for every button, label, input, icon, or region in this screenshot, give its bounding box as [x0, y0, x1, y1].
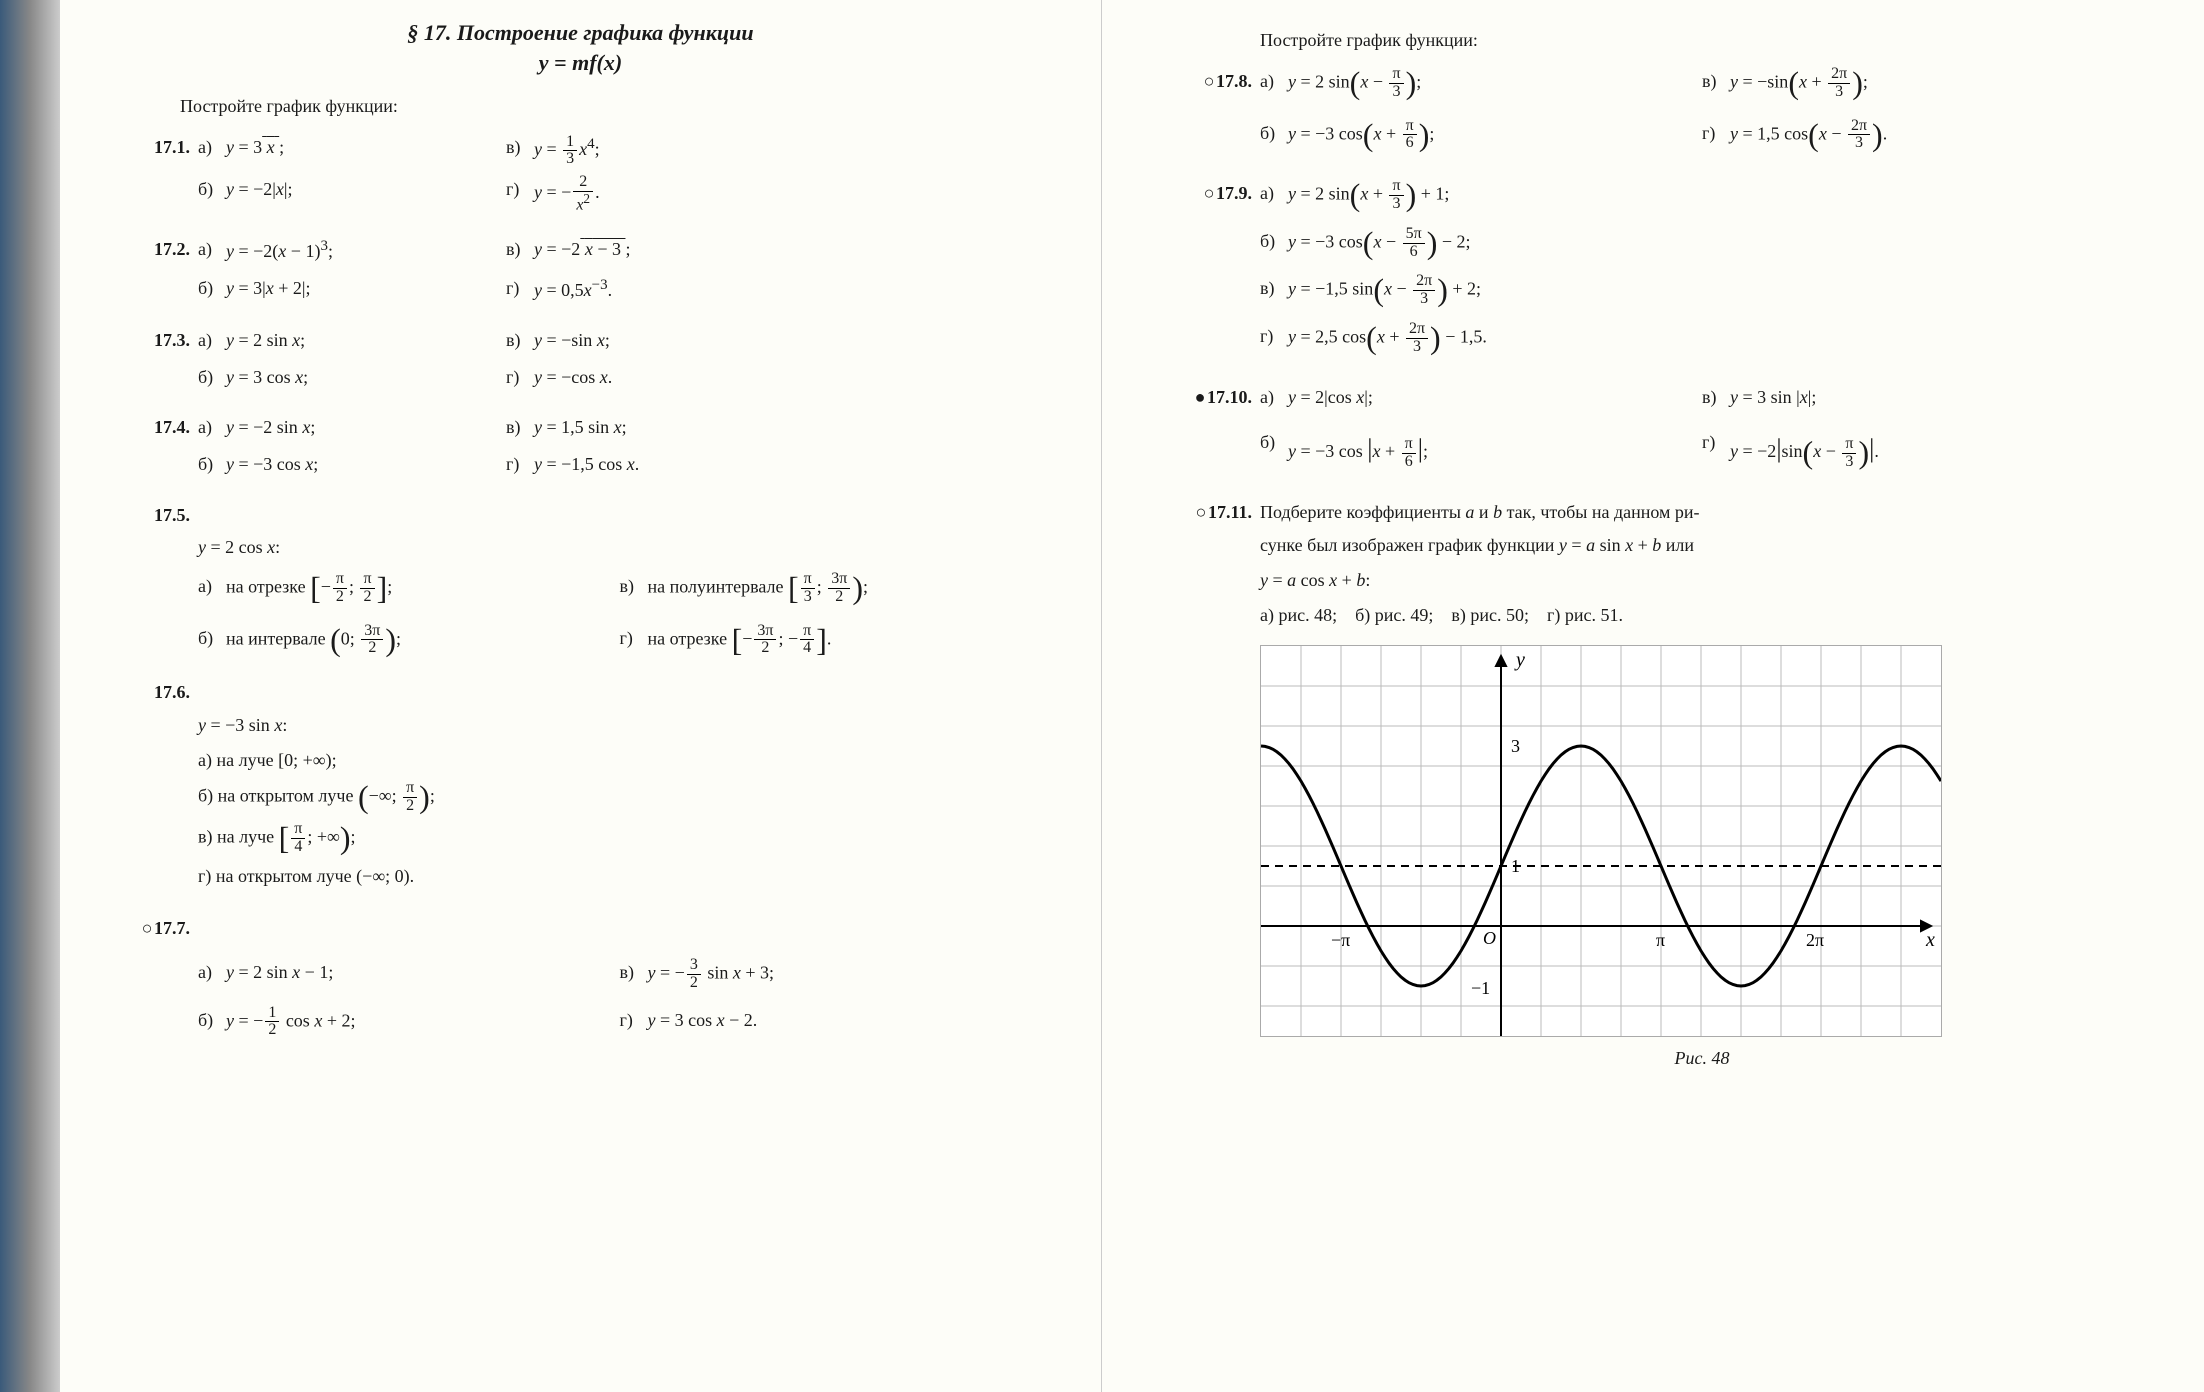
right-page: Постройте график функции: ○17.8.а) y = 2… — [1102, 0, 2204, 1392]
instruction-2: Постройте график функции: — [1260, 30, 2144, 51]
svg-text:1: 1 — [1511, 856, 1520, 876]
svg-text:−1: −1 — [1471, 978, 1490, 998]
chart-48: y x O −π π 2π 1 3 −1 Рис. 48 — [1260, 645, 2144, 1069]
left-page: § 17. Построение графика функции y = mf(… — [0, 0, 1102, 1392]
problem-17-7: ○17.7. а)y = 2 sin x − 1; в)y = −32 sin … — [120, 910, 1041, 1042]
svg-text:3: 3 — [1511, 736, 1520, 756]
svg-text:2π: 2π — [1806, 930, 1824, 950]
problem-17-10: ●17.10.а) y = 2|cos x|; в) y = 3 sin |x|… — [1182, 379, 2144, 475]
problem-17-8: ○17.8.а) y = 2 sin(x − π3); в) y = −sin(… — [1182, 63, 2144, 155]
problem-17-9: ○17.9.а) y = 2 sin(x + π3) + 1; б) y = −… — [1182, 175, 2144, 358]
section-formula: y = mf(x) — [120, 50, 1041, 76]
problem-17-1: 17.1. а) y = 3 x ; в) y = 13x4; б) y = −… — [120, 129, 1041, 217]
problem-17-6: 17.6. y = −3 sin x: а) на луче [0; +∞); … — [120, 674, 1041, 896]
problem-17-4: 17.4.а)y = −2 sin x;в)y = 1,5 sin x; б)y… — [120, 409, 1041, 482]
instruction-1: Постройте график функции: — [180, 96, 1041, 117]
book-spine — [0, 0, 60, 1392]
problem-17-3: 17.3.а)y = 2 sin x;в)y = −sin x; б)y = 3… — [120, 322, 1041, 395]
chart-caption: Рис. 48 — [1260, 1048, 2144, 1069]
svg-text:O: O — [1483, 928, 1496, 948]
svg-text:y: y — [1514, 649, 1525, 671]
svg-text:−π: −π — [1331, 930, 1350, 950]
problem-17-11: ○17.11. Подберите коэффициенты a и b так… — [1182, 494, 2144, 1069]
section-title: § 17. Построение графика функции — [120, 20, 1041, 46]
problem-17-2: 17.2. а) y = −2(x − 1)3; в) y = −2 x − 3… — [120, 231, 1041, 308]
svg-text:x: x — [1925, 929, 1935, 951]
problem-17-5: 17.5. y = 2 cos x: а) на отрезке [−π2; π… — [120, 497, 1041, 661]
svg-text:π: π — [1656, 930, 1665, 950]
